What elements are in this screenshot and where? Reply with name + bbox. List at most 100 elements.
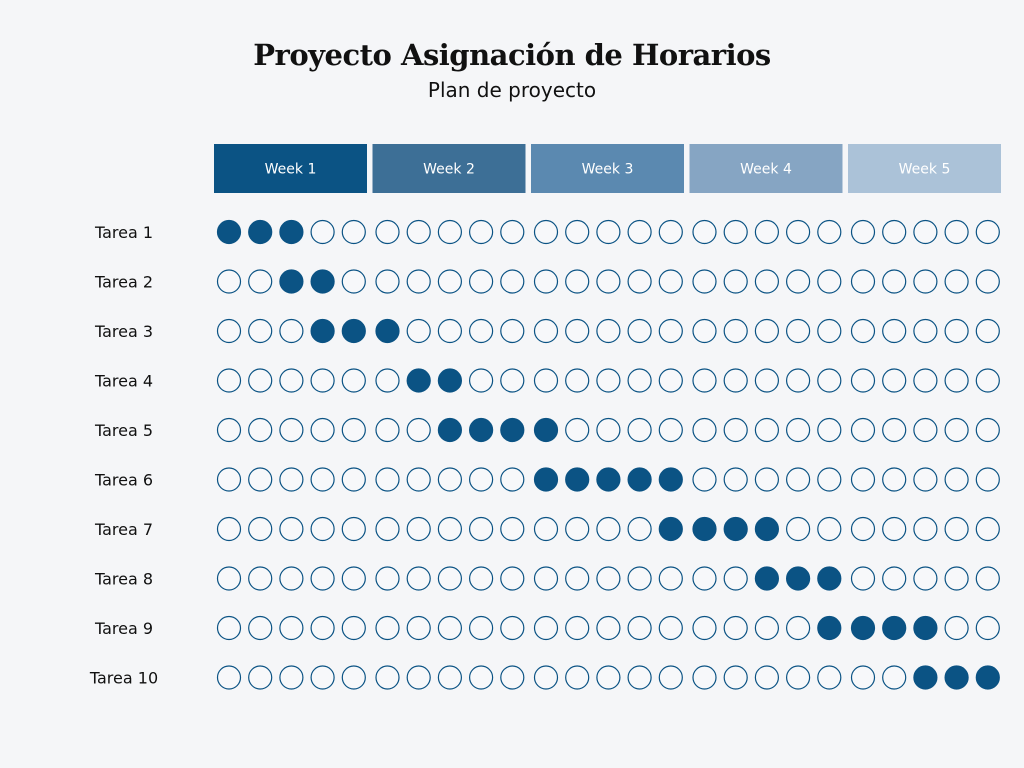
- task-day-empty: [596, 368, 621, 393]
- task-day-empty: [216, 665, 242, 690]
- task-day-filled: [975, 665, 1000, 690]
- task-day-empty: [375, 516, 400, 542]
- task-day-filled: [913, 615, 938, 641]
- task-day-empty: [692, 615, 717, 641]
- task-day-empty: [469, 269, 494, 294]
- task-day-empty: [658, 318, 683, 344]
- task-day-filled: [565, 467, 590, 492]
- task-day-empty: [437, 615, 462, 641]
- task-day-empty: [375, 269, 400, 294]
- task-day-empty: [658, 417, 683, 443]
- task-day-empty: [500, 615, 525, 641]
- task-day-empty: [341, 615, 366, 641]
- task-day-empty: [596, 566, 621, 591]
- task-day-empty: [944, 566, 969, 591]
- task-day-empty: [437, 219, 462, 245]
- task-day-empty: [341, 566, 366, 591]
- task-day-empty: [596, 417, 621, 443]
- task-day-empty: [565, 516, 590, 542]
- task-day-empty: [817, 417, 842, 443]
- task-day-empty: [754, 615, 780, 641]
- task-day-empty: [500, 566, 525, 591]
- task-day-empty: [500, 269, 525, 294]
- task-day-empty: [658, 665, 683, 690]
- task-day-empty: [913, 516, 938, 542]
- task-day-empty: [882, 566, 907, 591]
- task-day-filled: [850, 615, 876, 641]
- task-label: Tarea 8: [94, 570, 153, 589]
- task-day-empty: [216, 368, 242, 393]
- task-day-empty: [913, 566, 938, 591]
- task-day-filled: [437, 368, 462, 393]
- task-day-empty: [658, 566, 683, 591]
- task-day-empty: [658, 269, 683, 294]
- task-day-empty: [248, 368, 273, 393]
- task-day-empty: [500, 516, 525, 542]
- task-day-filled: [533, 417, 559, 443]
- task-day-empty: [216, 516, 242, 542]
- task-day-empty: [248, 318, 273, 344]
- task-day-empty: [437, 516, 462, 542]
- task-day-filled: [913, 665, 938, 690]
- task-day-filled: [279, 219, 304, 245]
- task-day-empty: [375, 417, 400, 443]
- task-day-empty: [341, 219, 366, 245]
- task-day-empty: [850, 665, 876, 690]
- task-label: Tarea 5: [94, 421, 153, 440]
- week-header-5: [848, 144, 1001, 193]
- task-day-empty: [279, 318, 304, 344]
- task-day-empty: [658, 368, 683, 393]
- task-day-empty: [850, 467, 876, 492]
- task-day-empty: [723, 566, 748, 591]
- task-day-empty: [437, 566, 462, 591]
- task-label: Tarea 1: [94, 223, 153, 242]
- task-day-filled: [754, 566, 780, 591]
- task-day-empty: [944, 269, 969, 294]
- task-day-empty: [975, 615, 1000, 641]
- task-day-empty: [248, 665, 273, 690]
- task-day-empty: [817, 318, 842, 344]
- task-day-empty: [596, 516, 621, 542]
- task-day-empty: [817, 665, 842, 690]
- task-day-empty: [944, 417, 969, 443]
- task-day-empty: [406, 665, 431, 690]
- task-day-empty: [882, 665, 907, 690]
- task-day-empty: [882, 516, 907, 542]
- task-day-empty: [279, 467, 304, 492]
- task-day-empty: [533, 615, 559, 641]
- task-day-empty: [692, 269, 717, 294]
- task-day-empty: [375, 566, 400, 591]
- task-day-empty: [341, 665, 366, 690]
- task-day-empty: [785, 516, 811, 542]
- task-day-empty: [785, 368, 811, 393]
- task-day-filled: [310, 269, 335, 294]
- task-day-empty: [565, 665, 590, 690]
- task-day-empty: [500, 467, 525, 492]
- task-day-empty: [341, 417, 366, 443]
- task-day-empty: [754, 318, 780, 344]
- task-day-empty: [944, 516, 969, 542]
- task-day-empty: [533, 665, 559, 690]
- task-day-empty: [975, 417, 1000, 443]
- task-day-empty: [310, 467, 335, 492]
- task-label: Tarea 2: [94, 273, 153, 292]
- task-day-filled: [310, 318, 335, 344]
- task-day-filled: [882, 615, 907, 641]
- task-day-empty: [406, 615, 431, 641]
- task-day-empty: [785, 665, 811, 690]
- task-day-empty: [723, 417, 748, 443]
- task-day-empty: [723, 665, 748, 690]
- task-day-empty: [565, 368, 590, 393]
- task-day-filled: [692, 516, 717, 542]
- task-day-empty: [469, 516, 494, 542]
- task-day-empty: [437, 467, 462, 492]
- task-day-empty: [533, 269, 559, 294]
- task-day-empty: [850, 219, 876, 245]
- task-day-empty: [723, 615, 748, 641]
- task-day-empty: [723, 368, 748, 393]
- task-day-empty: [469, 318, 494, 344]
- task-day-filled: [533, 467, 559, 492]
- task-day-filled: [627, 467, 652, 492]
- chart-subtitle: Plan de proyecto: [427, 78, 597, 102]
